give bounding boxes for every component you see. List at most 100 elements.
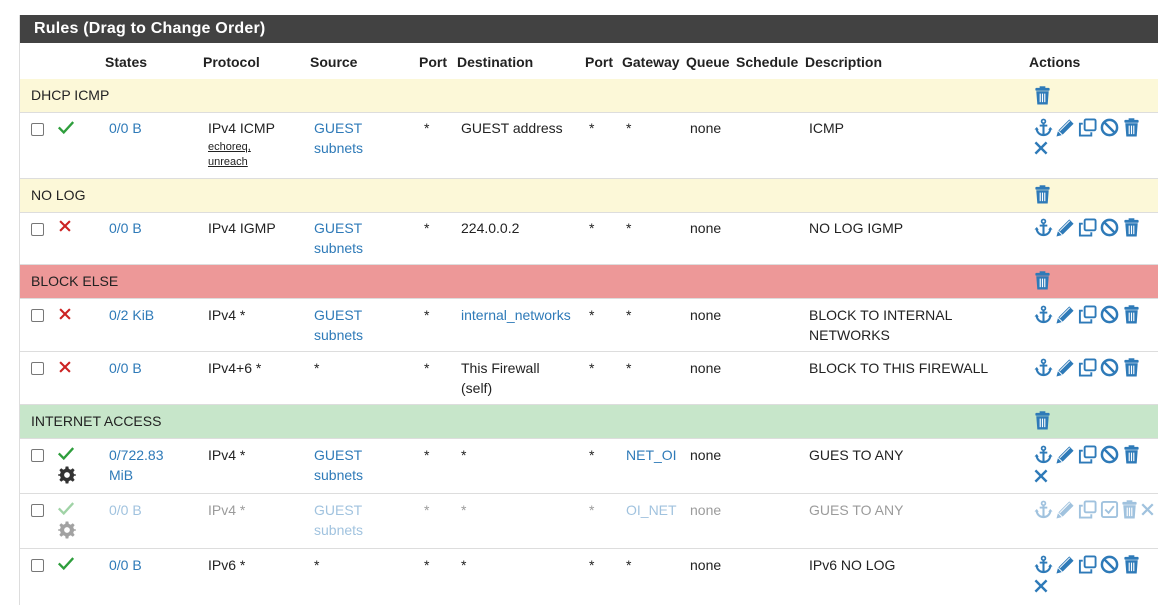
gear-icon[interactable] <box>58 521 76 539</box>
separator-dhcp-icmp[interactable]: DHCP ICMP <box>20 79 1158 113</box>
states-link[interactable]: 0/0 B <box>109 557 142 573</box>
gateway-link[interactable]: NET_OI <box>626 447 677 463</box>
ban-icon[interactable] <box>1100 445 1119 464</box>
ban-icon[interactable] <box>1100 358 1119 377</box>
copy-icon[interactable] <box>1078 358 1097 377</box>
check-icon[interactable] <box>57 499 75 517</box>
col-destination[interactable]: Destination <box>457 54 534 70</box>
states-link[interactable]: 0/722.83 <box>109 447 164 463</box>
source-link[interactable]: GUEST <box>314 502 363 518</box>
ban-icon[interactable] <box>1100 118 1119 137</box>
row-checkbox[interactable] <box>31 449 44 462</box>
source-link[interactable]: GUEST <box>314 220 363 236</box>
ban-icon[interactable] <box>1100 555 1119 574</box>
col-source-port[interactable]: Port <box>419 54 447 70</box>
anchor-icon[interactable] <box>1034 500 1053 519</box>
row-checkbox[interactable] <box>31 362 44 375</box>
table-row[interactable]: 0/0 B IPv6 * * * * * * none IPv6 NO LOG <box>20 549 1158 605</box>
ban-icon[interactable] <box>1100 218 1119 237</box>
source-link[interactable]: GUEST <box>314 120 363 136</box>
separator-no-log[interactable]: NO LOG <box>20 179 1158 213</box>
states-link[interactable]: 0/2 KiB <box>109 307 155 323</box>
copy-icon[interactable] <box>1078 555 1097 574</box>
separator-internet-access[interactable]: INTERNET ACCESS <box>20 405 1158 439</box>
trash-icon[interactable] <box>1122 218 1141 237</box>
source-link-line2[interactable]: subnets <box>314 522 364 538</box>
states-link-line2[interactable]: MiB <box>109 467 134 483</box>
trash-icon[interactable] <box>1033 271 1052 290</box>
table-row[interactable]: 0/0 B IPv4 ICMP echoreq, unreach GUEST s… <box>20 113 1158 179</box>
destination-link[interactable]: internal_networks <box>461 307 571 323</box>
copy-icon[interactable] <box>1078 500 1097 519</box>
times-icon[interactable] <box>58 307 72 321</box>
anchor-icon[interactable] <box>1034 218 1053 237</box>
anchor-icon[interactable] <box>1034 555 1053 574</box>
col-states[interactable]: States <box>105 54 148 70</box>
trash-icon[interactable] <box>1120 500 1139 519</box>
pencil-icon[interactable] <box>1056 445 1075 464</box>
check-icon[interactable] <box>57 444 75 462</box>
gateway-link[interactable]: OI_NET <box>626 502 677 518</box>
check-icon[interactable] <box>57 554 75 572</box>
pencil-icon[interactable] <box>1056 500 1075 519</box>
source-link-line2[interactable]: subnets <box>314 467 364 483</box>
icmp-type-echoreq[interactable]: echoreq, <box>208 141 251 153</box>
source-link-line2[interactable]: subnets <box>314 240 364 256</box>
trash-icon[interactable] <box>1033 86 1052 105</box>
col-source[interactable]: Source <box>310 54 358 70</box>
anchor-icon[interactable] <box>1034 445 1053 464</box>
pencil-icon[interactable] <box>1056 555 1075 574</box>
col-gateway[interactable]: Gateway <box>622 54 680 70</box>
col-description[interactable]: Description <box>805 54 883 70</box>
trash-icon[interactable] <box>1033 411 1052 430</box>
enable-checkbox-icon[interactable] <box>1100 500 1119 519</box>
col-destination-port[interactable]: Port <box>585 54 613 70</box>
source-link-line2[interactable]: subnets <box>314 327 364 343</box>
trash-icon[interactable] <box>1122 445 1141 464</box>
table-row[interactable]: 0/0 B IPv4 IGMP GUEST subnets * 224.0.0.… <box>20 213 1158 265</box>
row-checkbox[interactable] <box>31 559 44 572</box>
copy-icon[interactable] <box>1078 305 1097 324</box>
trash-icon[interactable] <box>1122 118 1141 137</box>
source-link[interactable]: GUEST <box>314 307 363 323</box>
times-icon[interactable] <box>58 219 72 233</box>
pencil-icon[interactable] <box>1056 358 1075 377</box>
table-row[interactable]: 0/0 B IPv4+6 * * * This Firewall (self) … <box>20 352 1158 405</box>
trash-icon[interactable] <box>1122 305 1141 324</box>
row-checkbox[interactable] <box>31 223 44 236</box>
pencil-icon[interactable] <box>1056 118 1075 137</box>
times-icon[interactable] <box>58 360 72 374</box>
times-icon[interactable] <box>1033 578 1049 594</box>
trash-icon[interactable] <box>1122 555 1141 574</box>
anchor-icon[interactable] <box>1034 305 1053 324</box>
states-link[interactable]: 0/0 B <box>109 360 142 376</box>
pencil-icon[interactable] <box>1056 218 1075 237</box>
gear-icon[interactable] <box>58 466 76 484</box>
anchor-icon[interactable] <box>1034 118 1053 137</box>
anchor-icon[interactable] <box>1034 358 1053 377</box>
row-checkbox[interactable] <box>31 309 44 322</box>
trash-icon[interactable] <box>1033 185 1052 204</box>
source-link-line2[interactable]: subnets <box>314 140 364 156</box>
trash-icon[interactable] <box>1122 358 1141 377</box>
times-icon[interactable] <box>1140 502 1155 517</box>
ban-icon[interactable] <box>1100 305 1119 324</box>
copy-icon[interactable] <box>1078 445 1097 464</box>
states-link[interactable]: 0/0 B <box>109 502 142 518</box>
table-row[interactable]: 0/722.83 MiB IPv4 * GUEST subnets * * * … <box>20 439 1158 494</box>
source-link[interactable]: GUEST <box>314 447 363 463</box>
states-link[interactable]: 0/0 B <box>109 120 142 136</box>
col-schedule[interactable]: Schedule <box>736 54 799 70</box>
separator-block-else[interactable]: BLOCK ELSE <box>20 265 1158 299</box>
copy-icon[interactable] <box>1078 118 1097 137</box>
times-icon[interactable] <box>1033 468 1049 484</box>
icmp-type-unreach[interactable]: unreach <box>208 156 248 168</box>
check-icon[interactable] <box>57 118 75 136</box>
states-link[interactable]: 0/0 B <box>109 220 142 236</box>
col-protocol[interactable]: Protocol <box>203 54 260 70</box>
copy-icon[interactable] <box>1078 218 1097 237</box>
table-row[interactable]: 0/2 KiB IPv4 * GUEST subnets * internal_… <box>20 299 1158 352</box>
table-row-disabled[interactable]: 0/0 B IPv4 * GUEST subnets * * * OI_NET … <box>20 494 1158 549</box>
pencil-icon[interactable] <box>1056 305 1075 324</box>
times-icon[interactable] <box>1033 140 1049 156</box>
